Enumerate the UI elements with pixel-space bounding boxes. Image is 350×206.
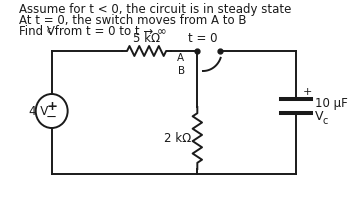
Text: t = 0: t = 0 [188,32,217,45]
Text: +: + [46,100,57,113]
Text: c: c [47,26,51,35]
Text: Assume for t < 0, the circuit is in steady state: Assume for t < 0, the circuit is in stea… [19,3,291,16]
Text: from t = 0 to t → ∞: from t = 0 to t → ∞ [51,25,167,38]
Text: A: A [177,53,184,63]
Text: Find V: Find V [19,25,55,38]
Text: 5 kΩ: 5 kΩ [133,32,160,45]
Text: c: c [322,115,328,125]
Text: B: B [178,66,185,76]
Text: 10 μF: 10 μF [315,96,348,109]
Text: At t = 0, the switch moves from A to B: At t = 0, the switch moves from A to B [19,14,246,27]
Text: 2 kΩ: 2 kΩ [164,132,192,145]
Text: 4 V: 4 V [29,105,48,118]
Text: +: + [303,87,312,97]
Text: −: − [46,110,57,123]
Text: V: V [315,110,323,123]
